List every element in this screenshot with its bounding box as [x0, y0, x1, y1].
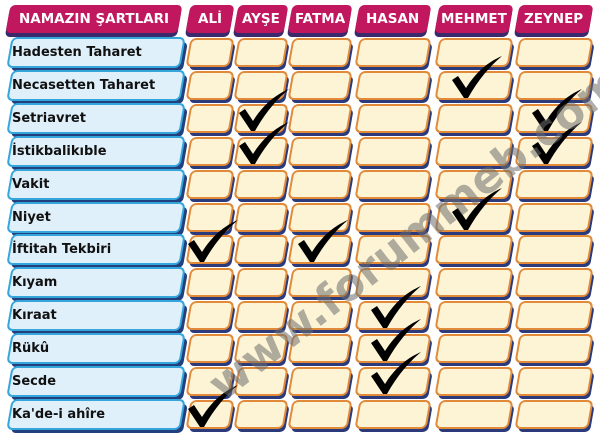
answer-cell[interactable] — [434, 38, 514, 67]
row-label: İstikbalikıble — [12, 143, 107, 159]
answer-cell[interactable] — [233, 235, 289, 265]
answer-cell[interactable] — [354, 301, 432, 331]
answer-cell[interactable] — [514, 367, 594, 396]
column-header: FATMA — [287, 5, 353, 33]
answer-cell[interactable] — [287, 399, 353, 429]
column-header: MEHMET — [434, 5, 514, 33]
answer-cell[interactable] — [185, 70, 235, 100]
answer-cell[interactable] — [185, 202, 235, 232]
row-label: İftitah Tekbiri — [12, 242, 112, 258]
answer-cell[interactable] — [233, 169, 289, 199]
answer-cell[interactable] — [434, 70, 514, 100]
column-header-text: HASAN — [366, 11, 420, 27]
answer-cell[interactable] — [354, 169, 432, 199]
answer-cell[interactable] — [233, 70, 289, 100]
answer-cell[interactable] — [185, 136, 235, 166]
answer-cell[interactable] — [514, 334, 594, 364]
answer-cell[interactable] — [233, 202, 289, 232]
answer-cell[interactable] — [185, 38, 235, 67]
row-label: Vakit — [12, 176, 50, 192]
answer-cell[interactable] — [514, 268, 594, 298]
answer-cell[interactable] — [185, 103, 235, 133]
answer-cell[interactable] — [185, 235, 235, 265]
answer-cell[interactable] — [434, 399, 514, 429]
answer-cell[interactable] — [434, 334, 514, 364]
answer-cell[interactable] — [434, 103, 514, 133]
answer-cell[interactable] — [233, 38, 289, 67]
answer-cell[interactable] — [514, 235, 594, 265]
column-header-text: ALİ — [197, 11, 223, 27]
answer-cell[interactable] — [434, 367, 514, 396]
row-label: Secde — [12, 374, 57, 389]
column-header: ZEYNEP — [514, 5, 594, 33]
answer-cell[interactable] — [434, 268, 514, 298]
row-label: Setriavret — [12, 110, 86, 126]
answer-cell[interactable] — [354, 367, 432, 396]
answer-cell[interactable] — [434, 301, 514, 331]
answer-cell[interactable] — [287, 202, 353, 232]
row-label: Rükû — [12, 341, 50, 357]
column-header-text: FATMA — [294, 11, 346, 27]
answer-cell[interactable] — [514, 38, 594, 67]
column-header: AYŞE — [233, 5, 289, 33]
column-header: HASAN — [354, 5, 432, 33]
answer-cell[interactable] — [287, 136, 353, 166]
answer-cell[interactable] — [287, 70, 353, 100]
row-label: Hadesten Taharet — [12, 45, 142, 60]
answer-cell[interactable] — [514, 399, 594, 429]
header-title-text: NAMAZIN ŞARTLARI — [18, 11, 170, 27]
row-label: Necasetten Taharet — [12, 77, 156, 93]
answer-cell[interactable] — [287, 103, 353, 133]
answer-cell[interactable] — [185, 301, 235, 331]
answer-cell[interactable] — [354, 399, 432, 429]
column-header: ALİ — [185, 5, 235, 33]
answer-cell[interactable] — [233, 103, 289, 133]
column-header-text: AYŞE — [242, 11, 280, 27]
answer-cell[interactable] — [185, 268, 235, 298]
column-header-text: ZEYNEP — [524, 11, 584, 27]
answer-cell[interactable] — [514, 202, 594, 232]
answer-cell[interactable] — [354, 103, 432, 133]
row-label: Kıyam — [12, 275, 58, 291]
answer-cell[interactable] — [233, 399, 289, 429]
answer-cell[interactable] — [354, 70, 432, 100]
answer-cell[interactable] — [185, 169, 235, 199]
answer-cell[interactable] — [354, 136, 432, 166]
header-title: NAMAZIN ŞARTLARI — [5, 5, 183, 33]
answer-cell[interactable] — [233, 136, 289, 166]
answer-cell[interactable] — [287, 38, 353, 67]
row-label: Kıraat — [12, 308, 57, 324]
answer-cell[interactable] — [514, 301, 594, 331]
answer-cell[interactable] — [233, 268, 289, 298]
answer-cell[interactable] — [354, 334, 432, 364]
answer-cell[interactable] — [287, 169, 353, 199]
column-header-text: MEHMET — [441, 11, 507, 27]
row-label: Ka'de-i ahîre — [12, 406, 106, 422]
answer-cell[interactable] — [287, 367, 353, 396]
answer-cell[interactable] — [354, 38, 432, 67]
row-label: Niyet — [12, 209, 51, 225]
